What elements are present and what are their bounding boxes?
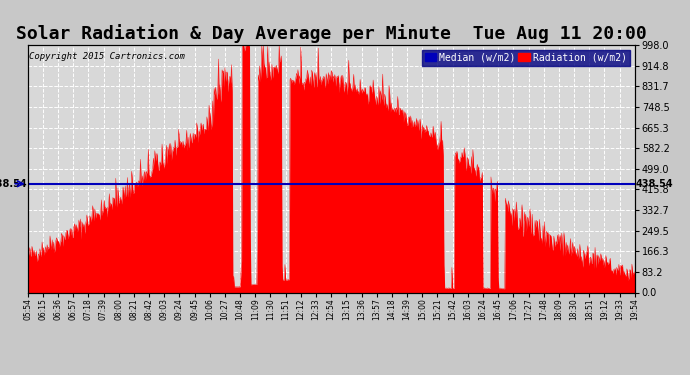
Legend: Median (w/m2), Radiation (w/m2): Median (w/m2), Radiation (w/m2) [422,50,630,66]
Text: Copyright 2015 Cartronics.com: Copyright 2015 Cartronics.com [29,53,185,62]
Text: 438.54: 438.54 [635,179,673,189]
Text: 438.54: 438.54 [0,179,27,189]
Title: Solar Radiation & Day Average per Minute  Tue Aug 11 20:00: Solar Radiation & Day Average per Minute… [16,24,647,44]
